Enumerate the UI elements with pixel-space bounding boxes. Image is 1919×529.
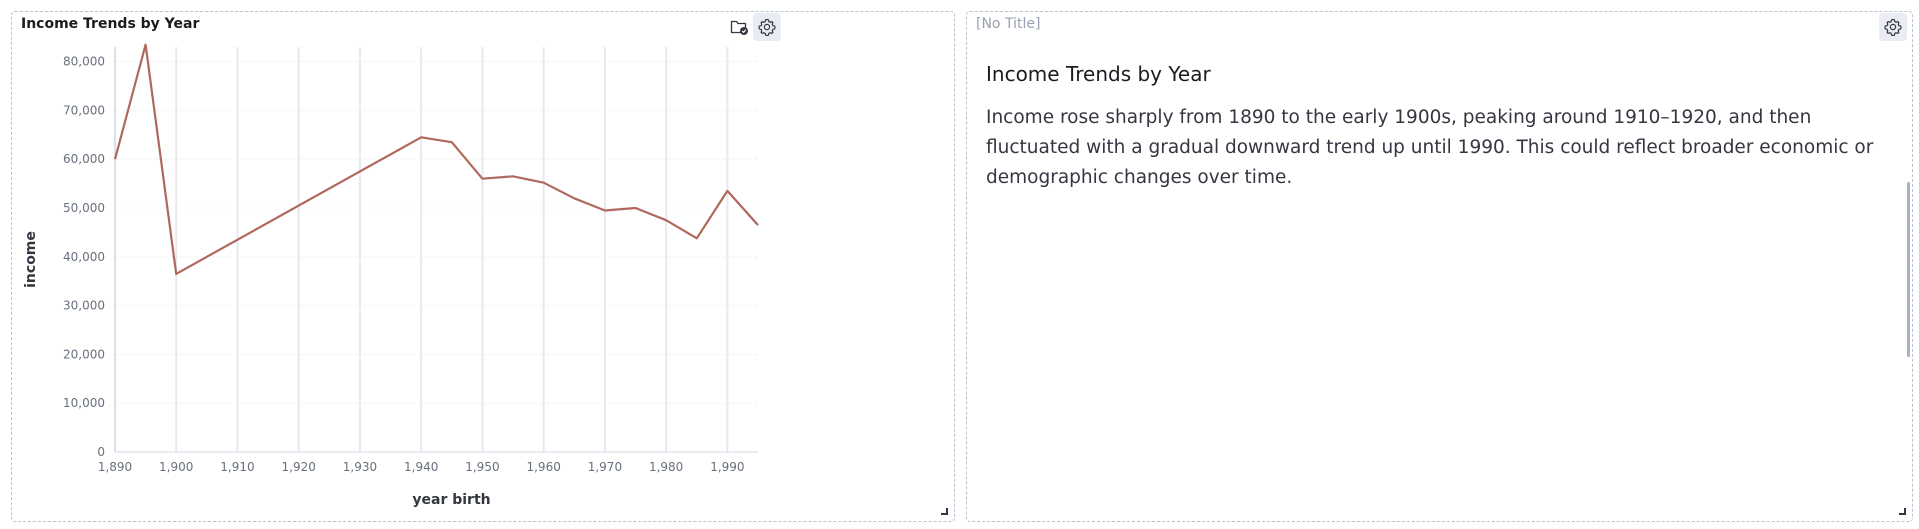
y-tick-label: 10,000 <box>63 396 105 410</box>
series-line <box>113 43 759 275</box>
folder-check-icon <box>730 19 748 35</box>
markdown-heading: Income Trends by Year <box>986 62 1211 86</box>
chart-panel-title: Income Trends by Year <box>21 16 200 32</box>
markdown-paragraph: Income rose sharply from 1890 to the ear… <box>986 107 1874 188</box>
markdown-panel-title: [No Title] <box>976 16 1041 32</box>
scrollbar[interactable] <box>1907 182 1910 357</box>
y-tick-label: 60,000 <box>63 152 105 166</box>
x-tick-label: 1,910 <box>220 460 254 474</box>
x-tick-label: 1,950 <box>465 460 499 474</box>
x-tick-label: 1,980 <box>649 460 683 474</box>
x-tick-label: 1,930 <box>343 460 377 474</box>
resize-handle[interactable] <box>1899 508 1906 515</box>
y-axis-title: income <box>23 231 39 288</box>
x-axis-title: year birth <box>412 492 490 508</box>
line-chart: 0 10,000 20,000 30,000 40,000 50,000 60,000 70,… <box>23 43 759 508</box>
x-tick-label: 1,900 <box>159 460 193 474</box>
y-tick-label: 50,000 <box>63 201 105 215</box>
panel-options-button[interactable] <box>753 13 781 41</box>
x-tick-label: 1,990 <box>710 460 744 474</box>
gear-icon <box>758 18 776 36</box>
markdown-panel: [No Title] Income Trends by Year Income … <box>966 11 1913 522</box>
y-tick-label: 80,000 <box>63 55 105 69</box>
y-tick-label: 30,000 <box>63 299 105 313</box>
gear-icon <box>1884 18 1902 36</box>
y-tick-label: 40,000 <box>63 250 105 264</box>
y-tick-label: 70,000 <box>63 103 105 117</box>
y-tick-label: 0 <box>97 445 105 459</box>
x-tick-label: 1,970 <box>588 460 622 474</box>
x-tick-label: 1,920 <box>282 460 316 474</box>
folder-check-button[interactable] <box>725 13 753 41</box>
x-tick-label: 1,890 <box>98 460 132 474</box>
y-tick-label: 20,000 <box>63 347 105 361</box>
panel-options-button[interactable] <box>1879 13 1907 41</box>
markdown-content: Income Trends by Year Income rose sharpl… <box>986 62 1884 193</box>
x-tick-label: 1,940 <box>404 460 438 474</box>
resize-handle[interactable] <box>941 508 948 515</box>
x-tick-label: 1,960 <box>526 460 560 474</box>
chart-panel: 0 10,000 20,000 30,000 40,000 50,000 60,000 70,… <box>11 11 955 522</box>
